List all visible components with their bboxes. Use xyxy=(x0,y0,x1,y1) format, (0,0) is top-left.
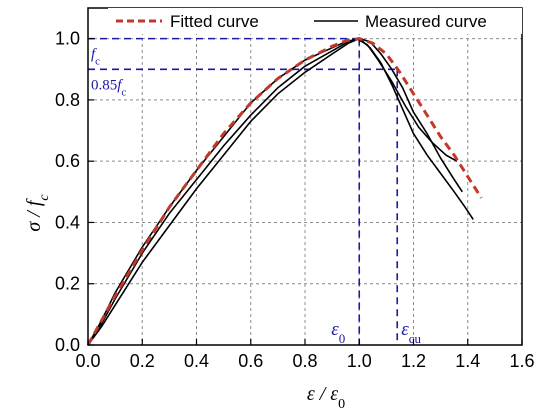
annotation-epscu-main: ε xyxy=(401,319,409,340)
annotation-fc: fc xyxy=(91,47,100,68)
measured-curve-2 xyxy=(87,37,458,346)
annotation-085fc-sub: c xyxy=(121,86,126,98)
annotation-fc-sub: c xyxy=(95,56,100,68)
y-tick-label-2: 0.4 xyxy=(55,212,80,232)
annotation-epscu-sub: cu xyxy=(409,331,422,346)
legend-label-fitted: Fitted curve xyxy=(170,12,259,31)
y-axis-title: σ / fc xyxy=(23,194,52,232)
y-tick-label-4: 0.8 xyxy=(55,90,80,110)
x-tick-label-4: 0.8 xyxy=(292,351,317,371)
x-tick-label-1: 0.2 xyxy=(130,351,155,371)
x-tick-label-6: 1.2 xyxy=(401,351,426,371)
x-tick-label-5: 1.0 xyxy=(347,351,372,371)
annotation-guides xyxy=(88,37,399,345)
annotation-epscu: εcu xyxy=(401,319,421,346)
x-tick-label-0: 0.0 xyxy=(75,351,100,371)
annotation-fc-main: f xyxy=(91,47,97,63)
legend-label-measured: Measured curve xyxy=(365,12,487,31)
y-tick-label-0: 0.0 xyxy=(55,335,80,355)
x-tick-label-8: 1.6 xyxy=(509,351,534,371)
fitted-curve xyxy=(86,37,483,346)
annotation-eps0-sub: 0 xyxy=(339,331,346,346)
x-axis-title: ε / ε0 xyxy=(307,383,345,412)
annotation-eps0-main: ε xyxy=(331,319,339,340)
annotation-085fc-prefix: 0.85 xyxy=(91,77,117,93)
y-axis-title-sub: c xyxy=(37,194,52,201)
x-tick-label-3: 0.6 xyxy=(238,351,263,371)
annotations: fc 0.85fc ε0 εcu xyxy=(91,47,421,346)
x-axis-title-main: ε / ε xyxy=(307,383,338,405)
legend: Fitted curve Measured curve xyxy=(108,8,522,34)
y-axis-title-main: σ / f xyxy=(23,198,45,231)
x-tick-label-2: 0.4 xyxy=(184,351,209,371)
measured-curve-3 xyxy=(87,37,474,346)
annotation-085fc: 0.85fc xyxy=(91,77,126,98)
y-tick-label-5: 1.0 xyxy=(55,29,80,49)
grid xyxy=(88,8,522,345)
axis-ticks: 0.0 0.2 0.4 0.6 0.8 1.0 1.2 1.4 1.6 0.0 0.2 0.4 0.6 0… xyxy=(55,29,535,371)
x-tick-label-7: 1.4 xyxy=(455,351,480,371)
x-axis-title-sub: 0 xyxy=(338,397,345,412)
annotation-085fc-main: f xyxy=(117,77,123,93)
y-tick-label-1: 0.2 xyxy=(55,274,80,294)
annotation-eps0: ε0 xyxy=(331,319,345,346)
curves xyxy=(86,37,483,346)
y-tick-label-3: 0.6 xyxy=(55,151,80,171)
